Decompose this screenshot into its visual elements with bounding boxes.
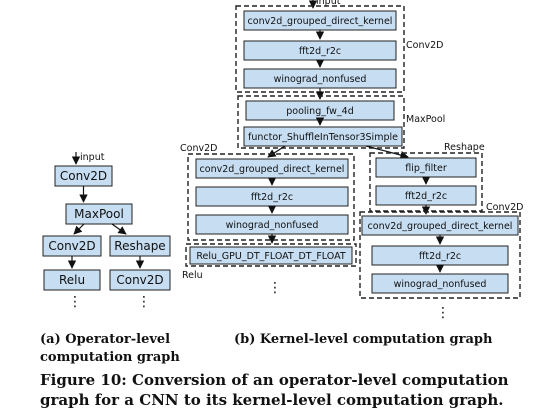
kg-kernel-winograd-2-label: winograd_nonfused [226, 220, 319, 231]
kg-input-label: input [316, 0, 341, 7]
op-node-conv2d-3 [109, 269, 171, 291]
caption-b: (b) Kernel-level computation graph [234, 332, 493, 347]
kg-kernel-winograd-3-label: winograd_nonfused [394, 279, 487, 290]
kg-kernel-shuffle [243, 126, 403, 147]
kg-arrow-5 [267, 145, 286, 158]
kg-kernel-winograd-1-label: winograd_nonfused [274, 74, 367, 85]
kg-kernel-fft2d-4-label: fft2d_r2c [419, 251, 461, 262]
kg-group-conv2d-3-label: Conv2D [486, 202, 523, 213]
op-input-label: input [80, 152, 105, 163]
operator-graph: input Conv2D MaxPool Conv2D Reshape Relu… [42, 152, 171, 310]
figure-canvas: input Conv2D MaxPool Conv2D Reshape Relu… [42, 0, 523, 321]
caption-a: (a) Operator-level computation graph [40, 332, 180, 365]
op-node-conv2d-1-label: Conv2D [60, 169, 107, 183]
kg-kernel-conv2d-grouped-1-label: conv2d_grouped_direct_kernel [248, 16, 393, 27]
op-node-conv2d-3-label: Conv2D [116, 273, 163, 287]
op-arrow-3 [111, 223, 127, 235]
kg-kernel-conv2d-grouped-3-label: conv2d_grouped_direct_kernel [368, 221, 513, 232]
op-ellipsis-left: ⋮ [68, 294, 82, 310]
kg-group-relu [185, 243, 357, 267]
kg-kernel-relu-label: Relu_GPU_DT_FLOAT_DT_FLOAT [196, 251, 345, 262]
kg-ellipsis-left: ⋮ [268, 280, 282, 296]
kg-group-maxpool [237, 95, 405, 149]
kg-kernel-conv2d-grouped-2-label: conv2d_grouped_direct_kernel [200, 164, 345, 175]
kg-group-conv2d-2 [187, 153, 355, 241]
op-node-maxpool-label: MaxPool [74, 207, 124, 221]
kg-group-conv2d-1-label: Conv2D [406, 40, 443, 51]
kg-kernel-shuffle-label: functor_ShuffleInTensor3Simple [248, 132, 398, 143]
kg-group-relu-label: Relu [182, 270, 203, 281]
kg-ellipsis-right: ⋮ [436, 305, 450, 321]
kg-group-reshape-label: Reshape [444, 142, 485, 153]
kg-kernel-fft2d-2-label: fft2d_r2c [251, 192, 293, 203]
kg-kernel-winograd-3 [371, 273, 509, 294]
kg-kernel-relu [189, 246, 353, 265]
op-node-reshape-label: Reshape [114, 239, 165, 253]
op-ellipsis-right: ⋮ [137, 294, 151, 310]
kg-kernel-flip-filter-label: flip_filter [405, 163, 447, 174]
op-node-relu-label: Relu [59, 273, 85, 287]
kg-group-maxpool-label: MaxPool [406, 114, 445, 125]
kg-kernel-fft2d-3-label: fft2d_r2c [405, 191, 447, 202]
kernel-graph: input Conv2D conv2d_grouped_direct_kerne… [180, 0, 523, 321]
op-node-maxpool [65, 203, 133, 225]
kg-arrow-6 [365, 145, 409, 160]
kg-group-conv2d-2-label: Conv2D [180, 143, 217, 154]
kg-kernel-pooling-label: pooling_fw_4d [286, 106, 354, 117]
op-node-conv2d-2-label: Conv2D [48, 239, 95, 253]
op-arrow-2 [73, 223, 85, 235]
figure-caption: Figure 10: Conversion of an operator-lev… [40, 371, 509, 409]
kg-group-conv2d-3 [359, 211, 521, 299]
op-node-relu [43, 269, 101, 291]
kg-kernel-fft2d-1-label: fft2d_r2c [299, 46, 341, 57]
